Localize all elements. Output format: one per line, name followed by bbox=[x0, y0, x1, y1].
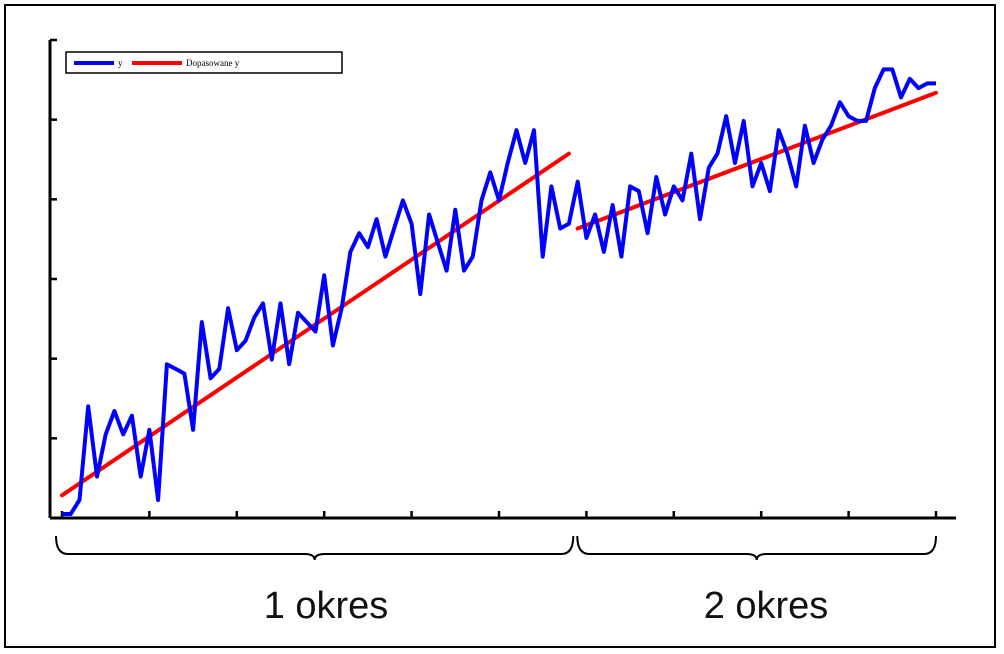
line-chart: y Dopasowane y 1 okres 2 okres bbox=[48, 38, 956, 627]
legend: y Dopasowane y bbox=[65, 51, 343, 74]
period-braces bbox=[55, 535, 937, 561]
y-series-group bbox=[62, 67, 936, 516]
period-brace-1 bbox=[55, 535, 575, 561]
period-brace-2 bbox=[576, 535, 937, 561]
chart-frame: y Dopasowane y 1 okres 2 okres bbox=[4, 4, 996, 648]
fit-lines bbox=[60, 90, 938, 498]
legend-box bbox=[65, 51, 343, 74]
legend-label-y: y bbox=[118, 58, 123, 68]
legend-label-fit: Dopasowane y bbox=[186, 58, 240, 68]
period-label-2: 2 okres bbox=[704, 585, 829, 627]
fit-line-segment-2 bbox=[575, 90, 938, 231]
y-series-line bbox=[62, 67, 936, 516]
axes bbox=[48, 38, 956, 520]
period-label-1: 1 okres bbox=[264, 585, 389, 627]
